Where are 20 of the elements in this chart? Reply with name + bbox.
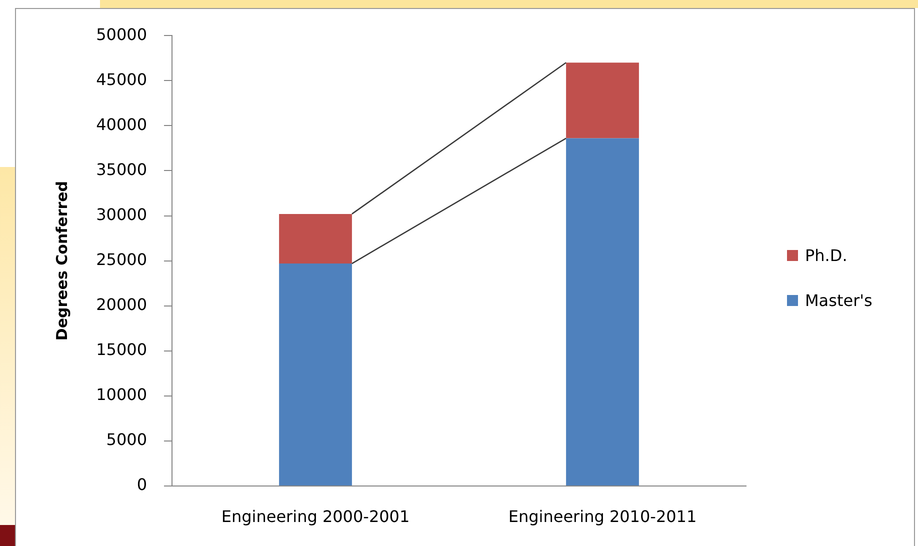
y-axis-title: Degrees Conferred (52, 180, 71, 341)
y-tick-label: 10000 (96, 385, 147, 404)
y-tick-label: 5000 (106, 430, 147, 450)
y-tick-label: 50000 (96, 24, 147, 44)
y-tick-label: 15000 (96, 340, 147, 360)
bar (279, 264, 352, 486)
y-tick-label: 45000 (96, 70, 147, 89)
x-tick-label: Engineering 2000-2001 (221, 506, 410, 526)
legend-label: Ph.D. (805, 246, 848, 265)
y-tick-label: 30000 (96, 204, 147, 224)
y-tick-label: 40000 (96, 114, 147, 134)
x-tick-label: Engineering 2010-2011 (508, 506, 697, 526)
bar (566, 138, 639, 486)
bar (279, 214, 352, 264)
legend-label: Master's (805, 291, 872, 310)
y-tick-label: 25000 (96, 250, 147, 269)
y-tick-label: 35000 (96, 160, 147, 179)
y-tick-label: 20000 (96, 294, 147, 314)
bar (566, 62, 639, 138)
y-tick-label: 0 (136, 475, 147, 494)
